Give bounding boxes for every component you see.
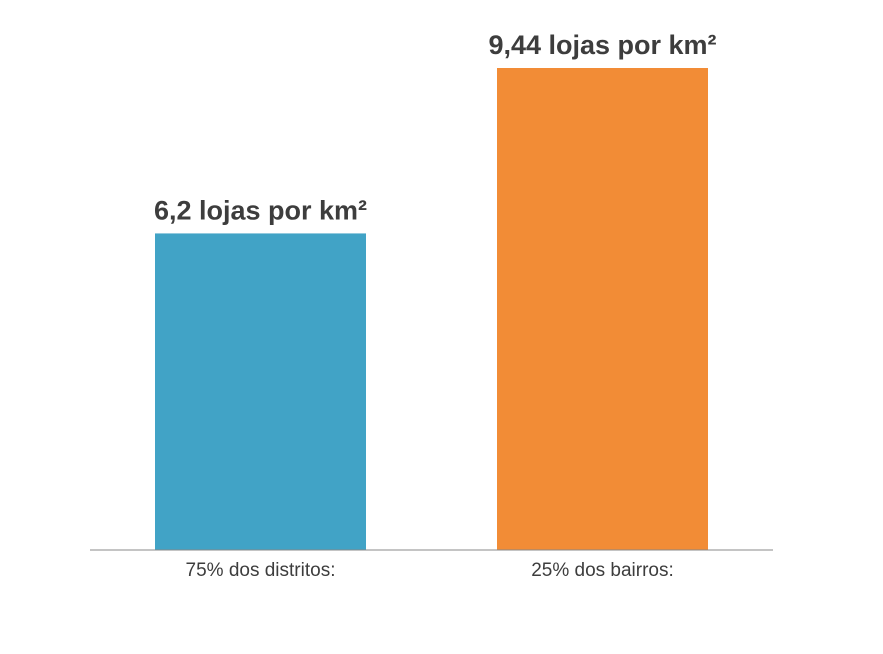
category-label-1: 75% dos distritos: <box>186 560 336 581</box>
category-label-2: 25% dos bairros: <box>531 560 674 581</box>
bar-value-label-2: 9,44 lojas por km² <box>488 30 716 60</box>
bars-layer <box>155 68 708 551</box>
bar-1 <box>155 233 366 551</box>
bar-2 <box>497 68 708 550</box>
bar-value-label-1: 6,2 lojas por km² <box>154 195 367 225</box>
labels-layer: 6,2 lojas por km² 75% dos distritos: 9,44 … <box>154 30 717 581</box>
